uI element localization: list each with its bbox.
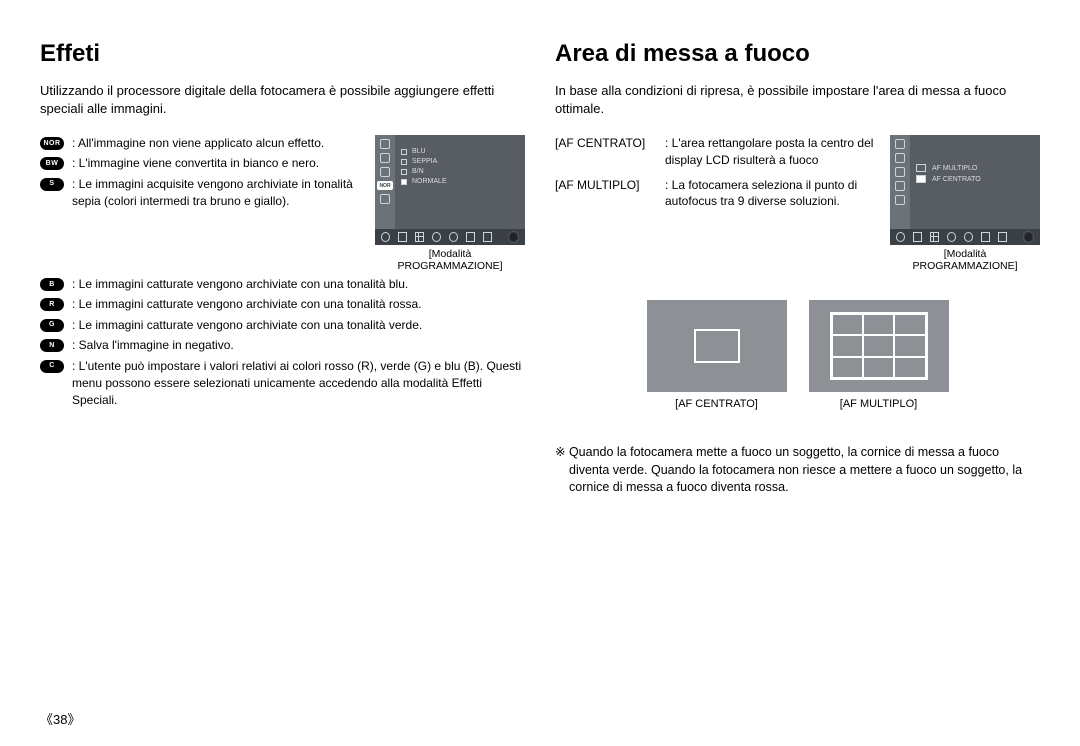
lcd-strip-icon [895,167,905,177]
bar-icon [930,232,939,242]
bar-icon [415,232,424,242]
af-row: [AF CENTRATO] : L'area rettangolare post… [555,135,880,169]
effect-badge-bw: BW [40,157,64,170]
lcd-row: B/N [401,168,519,175]
fig-caption: [AF CENTRATO] [647,398,787,410]
fig-caption: [AF MULTIPLO] [809,398,949,410]
af-label: [AF MULTIPLO] [555,177,665,211]
bar-icon [896,232,905,242]
lcd-row-label: B/N [412,168,424,175]
lcd-row: AF MULTIPLO [916,164,1034,172]
effect-text: : L'immagine viene convertita in bianco … [72,155,365,172]
left-title: Effeti [40,40,525,68]
right-column: Area di messa a fuoco In base alla condi… [555,40,1040,497]
bar-icon [381,232,390,242]
effect-row: NOR : All'immagine non viene applicato a… [40,135,365,152]
lcd-bottom-bar [375,229,525,245]
effect-row: B : Le immagini catturate vengono archiv… [40,276,525,293]
bar-round-icon [1023,231,1034,243]
bar-icon [432,232,441,242]
lcd-strip-icon [380,167,390,177]
effects-lcd: NOR BLU SEPPIA B/N NORMALE [375,135,525,272]
bar-icon [998,232,1007,242]
effect-badge-n: N [40,339,64,352]
lcd-strip-icon [895,195,905,205]
af-lcd-caption: [Modalità PROGRAMMAZIONE] [890,248,1040,272]
lcd-row-selected: AF CENTRATO [916,175,1034,183]
effects-lcd-caption: [Modalità PROGRAMMAZIONE] [375,248,525,272]
centrato-frame-icon [694,329,740,363]
bar-icon [449,232,458,242]
effects-list: NOR : All'immagine non viene applicato a… [40,135,365,214]
lcd-strip-nor: NOR [377,181,393,190]
af-multiplo-figure: [AF MULTIPLO] [809,300,949,410]
effect-badge-g: G [40,319,64,332]
bar-icon [981,232,990,242]
bar-icon [947,232,956,242]
bar-icon [398,232,407,242]
lcd-row-label: AF CENTRATO [932,176,981,183]
effect-badge-s: S [40,178,64,191]
effect-text: : Le immagini catturate vengono archivia… [72,296,525,313]
effect-badge-r: R [40,298,64,311]
multiplo-grid-icon [830,312,928,380]
lcd-row-label: AF MULTIPLO [932,165,977,172]
effect-row: G : Le immagini catturate vengono archiv… [40,317,525,334]
effect-text: : L'utente può impostare i valori relati… [72,358,525,410]
effect-badge-c: C [40,360,64,373]
effect-badge-nor: NOR [40,137,64,150]
left-column: Effeti Utilizzando il processore digital… [40,40,525,497]
lcd-strip-icon [895,181,905,191]
bar-icon [483,232,492,242]
af-row: [AF MULTIPLO] : La fotocamera seleziona … [555,177,880,211]
left-intro: Utilizzando il processore digitale della… [40,82,525,117]
lcd-row-label: SEPPIA [412,158,437,165]
effect-text: : Salva l'immagine in negativo. [72,337,525,354]
bar-icon [964,232,973,242]
bar-icon [466,232,475,242]
effect-text: : Le immagini acquisite vengono archivia… [72,176,365,211]
effect-badge-b: B [40,278,64,291]
focus-note: ※ Quando la fotocamera mette a fuoco un … [555,444,1040,497]
effect-row: N : Salva l'immagine in negativo. [40,337,525,354]
lcd-row-selected: NORMALE [401,178,519,185]
page-number: 《38》 [40,709,80,728]
lcd-strip-icon [380,139,390,149]
right-intro: In base alla condizioni di ripresa, è po… [555,82,1040,117]
lcd-row: SEPPIA [401,158,519,165]
effect-text: : Le immagini catturate vengono archivia… [72,317,525,334]
lcd-strip-icon [895,153,905,163]
bar-round-icon [508,231,519,243]
lcd-row-label: BLU [412,148,426,155]
effect-text: : Le immagini catturate vengono archivia… [72,276,525,293]
lcd-row: BLU [401,148,519,155]
af-label: [AF CENTRATO] [555,135,665,169]
effect-row: BW : L'immagine viene convertita in bian… [40,155,365,172]
right-title: Area di messa a fuoco [555,40,1040,68]
lcd-strip-icon [380,194,390,204]
af-text: : La fotocamera seleziona il punto di au… [665,177,880,211]
effect-row: C : L'utente può impostare i valori rela… [40,358,525,410]
af-centrato-figure: [AF CENTRATO] [647,300,787,410]
lcd-strip-icon [380,153,390,163]
af-definitions: [AF CENTRATO] : L'area rettangolare post… [555,135,880,218]
af-lcd: AF MULTIPLO AF CENTRATO [890,135,1040,272]
lcd-strip-icon [895,139,905,149]
af-text: : L'area rettangolare posta la centro de… [665,135,880,169]
effect-row: R : Le immagini catturate vengono archiv… [40,296,525,313]
effect-row: S : Le immagini acquisite vengono archiv… [40,176,365,211]
effect-text: : All'immagine non viene applicato alcun… [72,135,365,152]
lcd-bottom-bar [890,229,1040,245]
lcd-row-label: NORMALE [412,178,447,185]
bar-icon [913,232,922,242]
